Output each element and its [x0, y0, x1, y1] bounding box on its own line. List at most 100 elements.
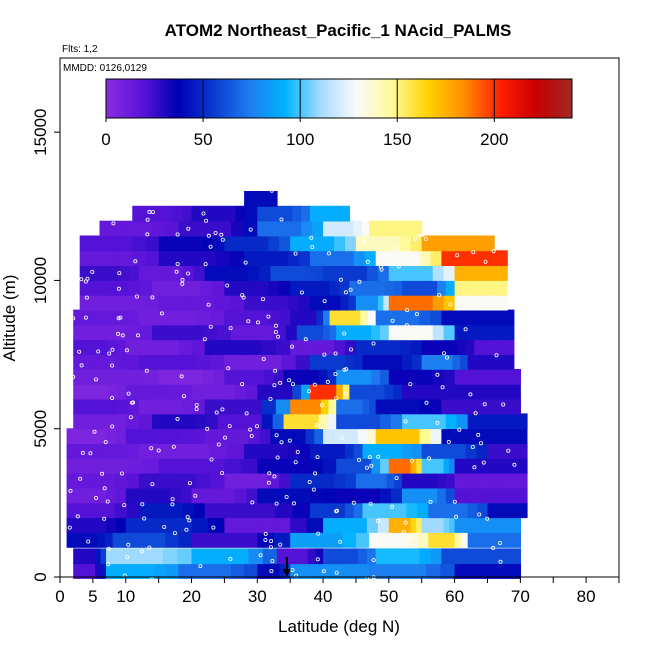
flight-track-point	[408, 535, 413, 540]
heatmap-cell	[336, 502, 346, 519]
heatmap-cell	[145, 235, 160, 252]
heatmap-cell	[246, 309, 258, 326]
heatmap-cell	[355, 339, 368, 355]
flight-track-point	[291, 501, 296, 506]
heatmap-cell	[279, 428, 289, 444]
heatmap-cell	[303, 309, 311, 326]
flight-track-point	[110, 347, 115, 352]
heatmap-cell	[454, 265, 464, 281]
heatmap-cell	[399, 235, 412, 252]
flight-track-point	[316, 531, 321, 536]
heatmap-cell	[215, 294, 231, 311]
heatmap-cell	[204, 339, 220, 355]
heatmap-cell	[411, 354, 423, 370]
heatmap-cell	[419, 548, 432, 565]
flight-track-point	[180, 281, 185, 286]
heatmap-cell	[336, 354, 346, 370]
heatmap-cell	[507, 398, 521, 415]
heatmap-cell	[377, 339, 390, 355]
flight-track-point	[368, 501, 373, 506]
flight-track-point	[338, 539, 343, 544]
heatmap-cell	[399, 457, 406, 474]
colorbar-tick-label: 200	[480, 130, 508, 149]
heatmap-cell	[346, 220, 355, 237]
heatmap-cell	[444, 354, 453, 370]
flight-track-point	[270, 559, 275, 564]
x-axis: 0 5 10 20 30 40 50 60 70 80	[55, 577, 620, 606]
heatmap-cell	[345, 472, 357, 489]
heatmap-cell	[494, 532, 504, 548]
heatmap-cell	[226, 265, 239, 281]
heatmap-cell	[362, 443, 373, 459]
heatmap-cell	[457, 502, 469, 519]
flight-track-point	[322, 352, 327, 357]
heatmap-cell	[372, 443, 383, 459]
heatmap-cell	[224, 205, 236, 222]
x-tick-label: 70	[511, 587, 530, 606]
heatmap-cell	[81, 457, 98, 474]
heatmap-cell	[210, 309, 225, 326]
heatmap-cell	[112, 532, 127, 548]
heatmap-cell	[408, 309, 421, 326]
heatmap-cell	[112, 413, 127, 430]
heatmap-cell	[79, 265, 91, 281]
heatmap-cell	[263, 324, 276, 341]
heatmap-cell	[86, 517, 97, 533]
heatmap-cell	[66, 443, 80, 459]
heatmap-cell	[507, 502, 515, 519]
heatmap-cell	[102, 443, 116, 459]
heatmap-cell	[345, 517, 357, 533]
heatmap-cell	[418, 532, 429, 548]
heatmap-cell	[402, 443, 413, 459]
heatmap-cell	[476, 517, 489, 533]
colorbar: 0 50 100 150 200	[101, 78, 573, 149]
flight-track-point	[293, 460, 298, 465]
flight-track-point	[80, 450, 85, 455]
flight-track-point	[455, 253, 460, 258]
heatmap-cell	[97, 457, 114, 474]
heatmap-cell	[169, 383, 182, 400]
heatmap-cell	[224, 472, 236, 489]
flight-track-point	[175, 416, 180, 421]
heatmap-cell	[391, 413, 403, 430]
heatmap-cell	[158, 383, 171, 400]
heatmap-cell	[355, 398, 364, 415]
heatmap-cell	[323, 472, 335, 489]
flight-track-point	[357, 279, 362, 284]
heatmap-cell	[212, 280, 226, 296]
heatmap-cell	[298, 294, 311, 311]
heatmap-cell	[112, 220, 127, 237]
heatmap-cell	[165, 324, 179, 341]
flight-track-point	[204, 218, 209, 223]
heatmap-cell	[348, 294, 357, 311]
heatmap-cell	[393, 383, 403, 400]
heatmap-cell	[96, 517, 107, 533]
heatmap-cell	[132, 294, 147, 311]
heatmap-cell	[283, 383, 293, 400]
y-tick-label: 10000	[31, 257, 50, 304]
flight-track-point	[426, 456, 431, 461]
x-tick-label: 30	[248, 587, 267, 606]
heatmap-cell	[208, 457, 225, 474]
flight-track-point	[119, 471, 124, 476]
flight-track-point	[287, 378, 292, 383]
heatmap-cell	[290, 309, 298, 326]
heatmap-cell	[290, 532, 304, 548]
heatmap-cell	[498, 563, 510, 579]
heatmap-cell	[128, 457, 144, 474]
heatmap-cell	[100, 563, 107, 579]
flight-track-point	[83, 315, 88, 320]
heatmap-cell	[336, 383, 344, 400]
heatmap-cell	[176, 280, 189, 296]
heatmap-cell	[336, 443, 346, 459]
heatmap-cell	[296, 324, 304, 341]
heatmap-cell	[369, 487, 381, 504]
heatmap-cell	[115, 487, 127, 504]
heatmap-cell	[257, 563, 264, 579]
heatmap-cell	[235, 235, 247, 252]
heatmap-cell	[138, 324, 153, 341]
heatmap-cell	[165, 532, 179, 548]
heatmap-cell	[84, 398, 96, 415]
heatmap-cell	[345, 354, 355, 370]
heatmap-cell	[149, 398, 162, 415]
